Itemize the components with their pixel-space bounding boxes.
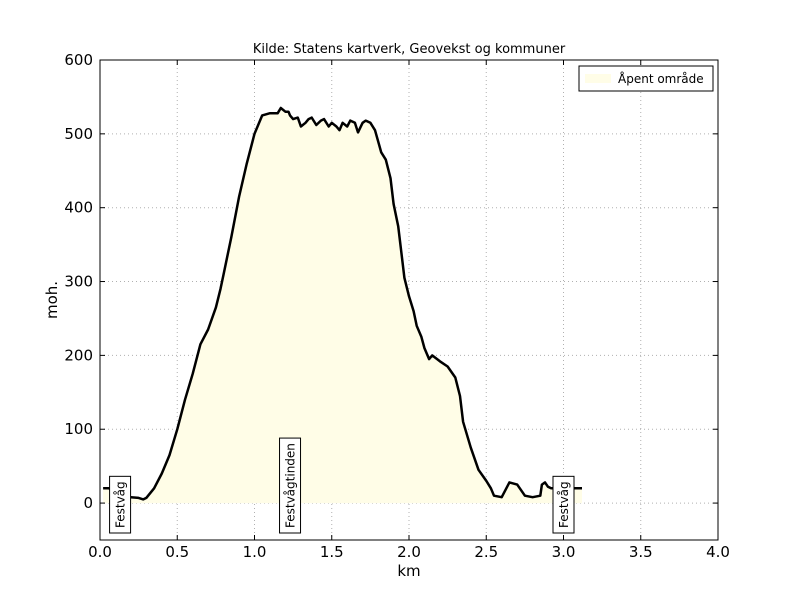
annotation-box [279,437,302,534]
x-tick-label: 0.0 [88,543,112,561]
elevation-line [103,106,582,501]
y-tick-label: 100 [64,420,93,438]
y-tick-label: 200 [64,346,93,364]
x-tick-label: 0.5 [165,543,189,561]
x-axis-label: km [397,562,420,580]
y-tick-label: 300 [64,273,93,291]
y-tick-label: 600 [64,51,93,69]
x-tick-label: 1.5 [320,543,344,561]
x-tick-label: 3.0 [552,543,576,561]
legend: Åpent område [578,65,714,92]
y-tick-label: 500 [64,125,93,143]
area-fill [103,108,582,504]
legend-label: Åpent område [618,71,704,86]
annotation-box [552,475,575,534]
legend-swatch [585,74,611,83]
x-tick-label: 3.5 [629,543,653,561]
x-tick-label: 1.0 [243,543,267,561]
chart-title: Kilde: Statens kartverk, Geovekst og kom… [253,42,566,57]
y-tick-label: 0 [83,494,93,512]
x-tick-label: 4.0 [706,543,730,561]
y-axis-label: moh. [43,281,61,319]
annotations: Festvåg Festvågtinden Festvåg [109,437,575,534]
place-annotation: Festvåg [109,475,132,534]
annotation-label: Festvågtinden [284,443,298,528]
place-annotation: Festvåg [552,475,575,534]
annotation-label: Festvåg [557,481,571,528]
axis-ticks: 0.0 0.5 1.0 1.5 2.0 2.5 3.0 3.5 4.0 0 100 200 300 400… [64,51,730,561]
annotation-box [109,475,132,534]
x-tick-label: 2.0 [397,543,421,561]
y-tick-label: 400 [64,199,93,217]
annotation-label: Festvåg [114,481,128,528]
x-tick-label: 2.5 [474,543,498,561]
place-annotation: Festvågtinden [279,437,302,534]
